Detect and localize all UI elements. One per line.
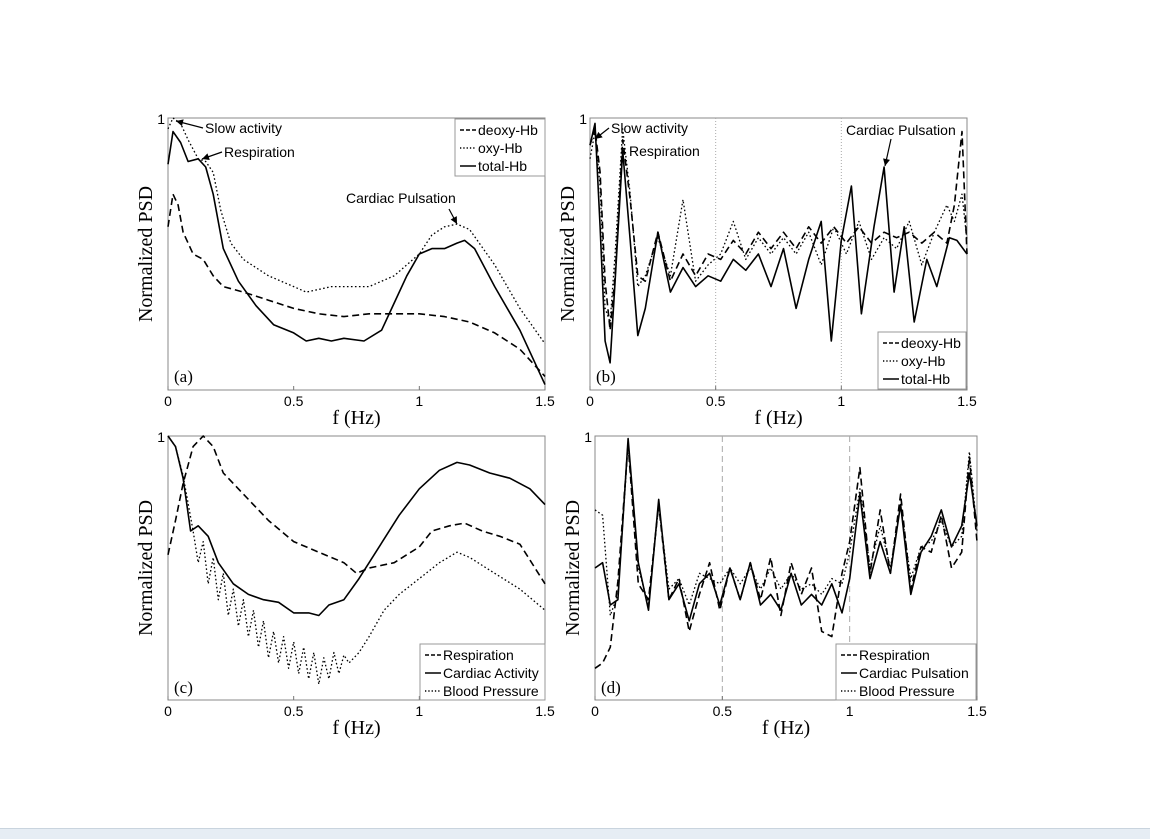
legend: deoxy-Hb oxy-Hb total-Hb [454,118,546,177]
x-tick-label: 1 [415,703,423,719]
arrow-head [883,158,890,166]
annotation-label: Cardiac Pulsation [846,122,956,138]
x-tick-label: 0 [164,393,172,409]
legend: deoxy-Hb oxy-Hb total-Hb [877,331,967,390]
y-axis-label: Normalized PSD [562,500,584,636]
series-line-blood-pressure [594,443,978,617]
y-tick-label: 1 [157,429,165,445]
arrow-head [450,216,457,224]
x-tick-label: 0.5 [284,703,304,719]
x-axis-label: f (Hz) [332,717,380,739]
y-axis-label: Normalized PSD [557,186,579,322]
x-tick-label: 0 [591,703,599,719]
series-line-deoxy-hb [589,128,968,331]
legend-label: oxy-Hb [478,140,523,156]
annotation-label: Respiration [224,144,295,160]
series-line-total-hb [589,122,968,364]
arrow-head [202,153,210,160]
x-tick-label: 0 [164,703,172,719]
plot-frame [167,435,546,701]
legend-label: oxy-Hb [901,353,946,369]
panel-label: (b) [596,367,616,386]
panel-label: (c) [174,678,193,697]
legend-label: Cardiac Activity [443,665,539,681]
annotation-label: Slow activity [611,120,688,136]
x-axis-label: f (Hz) [754,407,802,429]
legend-label: total-Hb [901,371,950,387]
x-tick-label: 0 [586,393,594,409]
annotation-label: Cardiac Pulsation [346,190,456,206]
series-line-oxy-hb [589,128,968,323]
chart-panel-3: 0 0.5 1 1.5 1 f (Hz) Normalized PSD (d) Respirat… [562,429,987,739]
legend: Respiration Cardiac Pulsation Blood Pressu… [835,643,977,701]
window-bottom-bar [0,828,1150,839]
series-line-cardiac-pulsation [594,437,978,622]
legend-label: total-Hb [478,158,527,174]
x-tick-label: 1 [415,393,423,409]
annotation-label: Slow activity [205,120,282,136]
legend-label: Blood Pressure [859,683,955,699]
x-tick-label: 1 [837,393,845,409]
x-tick-label: 1.5 [967,703,987,719]
legend-box [835,643,977,701]
y-axis-label: Normalized PSD [135,186,157,322]
x-tick-label: 1.5 [535,703,555,719]
y-tick-label: 1 [157,111,165,127]
series-line-total-hb [167,130,546,385]
plot-frame [167,117,546,391]
arrow-head [176,119,184,127]
y-tick-label: 1 [584,429,592,445]
panel-label: (a) [174,367,193,386]
x-tick-label: 1 [846,703,854,719]
series-line-oxy-hb [167,117,546,345]
chart-panel-0: 0 0.5 1 1.5 1 f (Hz) Normalized PSD (a) deoxy-Hb… [135,111,555,429]
x-tick-label: 0.5 [284,393,304,409]
panel-label: (d) [601,678,621,697]
legend-label: Blood Pressure [443,683,539,699]
legend-label: Respiration [859,647,930,663]
annotation-label: Respiration [629,143,700,159]
legend-label: deoxy-Hb [901,335,961,351]
chart-panel-2: 0 0.5 1 1.5 1 f (Hz) Normalized PSD (c) Respirat… [135,429,555,739]
series-line-cardiac-activity [167,435,546,617]
x-tick-label: 0.5 [706,393,726,409]
legend: Respiration Cardiac Activity Blood Pressur… [419,643,546,701]
legend-label: Respiration [443,647,514,663]
legend-label: deoxy-Hb [478,122,538,138]
series-line-deoxy-hb [167,193,546,377]
legend-label: Cardiac Pulsation [859,665,969,681]
chart-panel-1: 0 0.5 1 1.5 1 f (Hz) Normalized PSD (b) deoxy-Hb… [557,111,977,429]
series-line-respiration [167,435,546,585]
x-axis-label: f (Hz) [332,407,380,429]
x-axis-label: f (Hz) [762,717,810,739]
legend-box [419,643,546,701]
y-axis-label: Normalized PSD [135,500,157,636]
arrow-head [595,131,603,139]
x-tick-label: 0.5 [713,703,733,719]
x-tick-label: 1.5 [957,393,977,409]
y-tick-label: 1 [579,111,587,127]
x-tick-label: 1.5 [535,393,555,409]
